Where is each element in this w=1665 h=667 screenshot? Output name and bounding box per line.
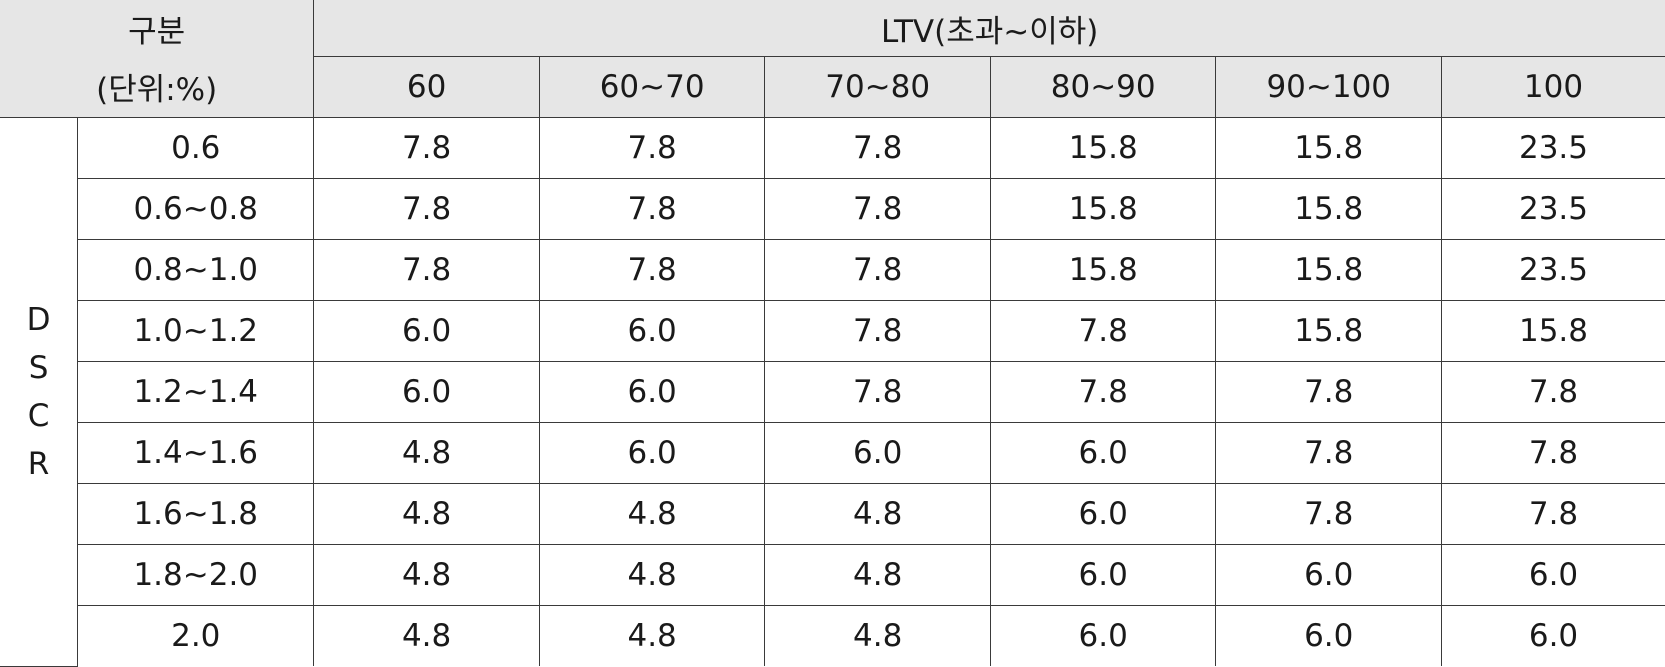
table-cell: 6.0 [314,301,540,362]
table-cell: 4.8 [539,484,765,545]
table-cell: 7.8 [990,301,1216,362]
table-cell: 4.8 [314,545,540,606]
table-cell: 6.0 [539,301,765,362]
table-cell: 7.8 [765,240,991,301]
table-cell: 23.5 [1442,118,1665,179]
table-row: 1.4~1.6 4.8 6.0 6.0 6.0 7.8 7.8 [0,423,1665,484]
table-cell: 15.8 [1216,118,1442,179]
dscr-side-label: D S C R [0,118,78,667]
table-cell: 6.0 [990,484,1216,545]
table-cell: 6.0 [1216,606,1442,667]
table-cell: 7.8 [314,240,540,301]
table-row: D S C R 0.6 7.8 7.8 7.8 15.8 15.8 23.5 [0,118,1665,179]
row-label: 1.6~1.8 [78,484,314,545]
row-label: 0.8~1.0 [78,240,314,301]
table-cell: 7.8 [539,179,765,240]
table-cell: 7.8 [314,179,540,240]
table-cell: 7.8 [1442,484,1665,545]
table-cell: 6.0 [1442,545,1665,606]
table-cell: 7.8 [1216,484,1442,545]
row-label: 0.6~0.8 [78,179,314,240]
table-cell: 15.8 [990,118,1216,179]
ltv-group-header: LTV(초과~이하) [314,0,1665,57]
row-label: 1.4~1.6 [78,423,314,484]
table-row: 2.0 4.8 4.8 4.8 6.0 6.0 6.0 [0,606,1665,667]
table-cell: 7.8 [1216,362,1442,423]
table-cell: 7.8 [314,118,540,179]
corner-label-unit: (단위:%) [0,57,314,118]
row-label: 0.6 [78,118,314,179]
table-cell: 23.5 [1442,240,1665,301]
table-cell: 15.8 [1216,240,1442,301]
table-row: 1.2~1.4 6.0 6.0 7.8 7.8 7.8 7.8 [0,362,1665,423]
table-cell: 7.8 [765,179,991,240]
header-row-2: (단위:%) 60 60~70 70~80 80~90 90~100 100 [0,57,1665,118]
table-cell: 6.0 [1216,545,1442,606]
row-label: 1.8~2.0 [78,545,314,606]
table-row: 1.8~2.0 4.8 4.8 4.8 6.0 6.0 6.0 [0,545,1665,606]
table-cell: 15.8 [990,240,1216,301]
table-cell: 7.8 [765,301,991,362]
table-row: 1.6~1.8 4.8 4.8 4.8 6.0 7.8 7.8 [0,484,1665,545]
dscr-letter: S [29,344,49,392]
table-cell: 7.8 [765,362,991,423]
table-cell: 4.8 [314,423,540,484]
table-cell: 4.8 [765,606,991,667]
column-header: 60 [314,57,540,118]
corner-label-category: 구분 [0,0,314,57]
table-cell: 7.8 [539,118,765,179]
row-label: 2.0 [78,606,314,667]
table-row: 1.0~1.2 6.0 6.0 7.8 7.8 15.8 15.8 [0,301,1665,362]
table-cell: 7.8 [765,118,991,179]
column-header: 90~100 [1216,57,1442,118]
table-row: 0.8~1.0 7.8 7.8 7.8 15.8 15.8 23.5 [0,240,1665,301]
table-cell: 15.8 [1216,179,1442,240]
dscr-letter: D [27,296,51,344]
column-header: 70~80 [765,57,991,118]
header-row-1: 구분 LTV(초과~이하) [0,0,1665,57]
table-cell: 6.0 [539,423,765,484]
table-cell: 7.8 [1442,362,1665,423]
table-cell: 4.8 [539,606,765,667]
dscr-letter: R [28,440,50,488]
table-row: 0.6~0.8 7.8 7.8 7.8 15.8 15.8 23.5 [0,179,1665,240]
row-label: 1.0~1.2 [78,301,314,362]
table-cell: 7.8 [990,362,1216,423]
table-cell: 6.0 [990,423,1216,484]
table-cell: 6.0 [765,423,991,484]
table-cell: 4.8 [765,484,991,545]
table-cell: 7.8 [1216,423,1442,484]
table-cell: 15.8 [1216,301,1442,362]
table-cell: 15.8 [1442,301,1665,362]
dscr-letter: C [28,392,50,440]
table-cell: 4.8 [765,545,991,606]
table-cell: 7.8 [1442,423,1665,484]
table-cell: 6.0 [539,362,765,423]
table-cell: 4.8 [314,606,540,667]
table-cell: 6.0 [990,545,1216,606]
table-cell: 23.5 [1442,179,1665,240]
column-header: 80~90 [990,57,1216,118]
table-cell: 6.0 [1442,606,1665,667]
table-cell: 6.0 [990,606,1216,667]
column-header: 100 [1442,57,1665,118]
row-label: 1.2~1.4 [78,362,314,423]
column-header: 60~70 [539,57,765,118]
table-cell: 6.0 [314,362,540,423]
table-cell: 4.8 [314,484,540,545]
table-cell: 7.8 [539,240,765,301]
table-cell: 15.8 [990,179,1216,240]
table-cell: 4.8 [539,545,765,606]
